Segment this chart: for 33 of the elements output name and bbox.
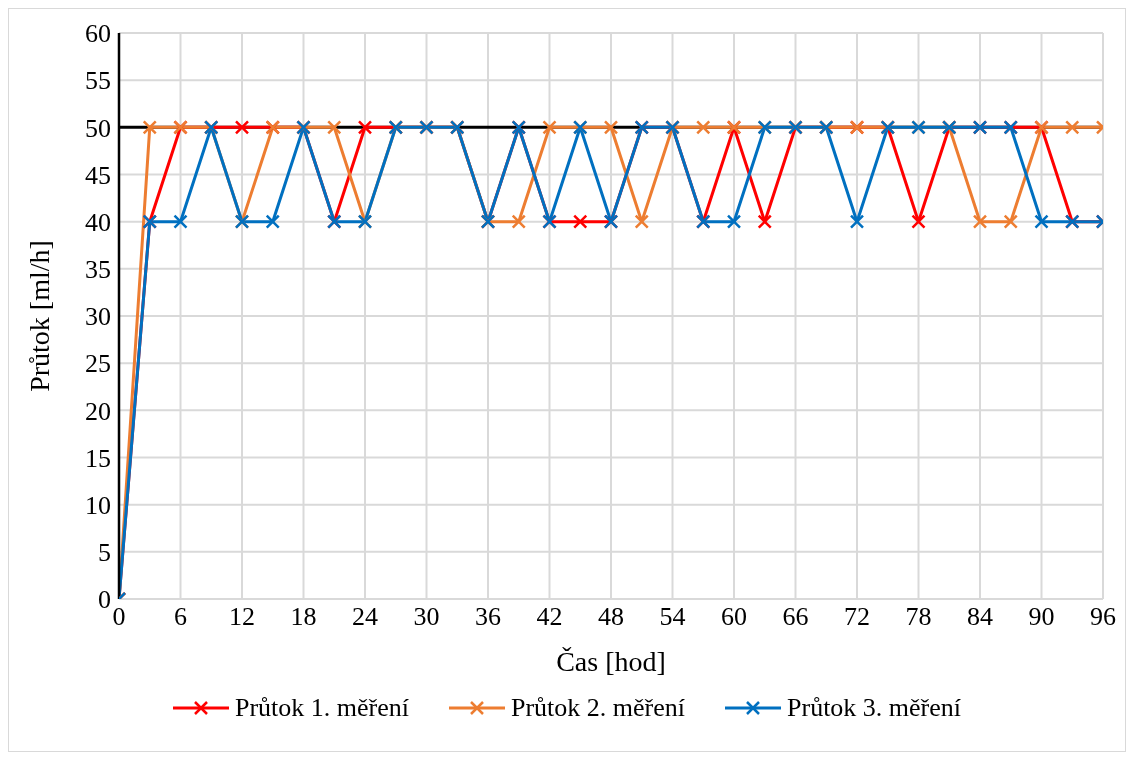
x-tick-label: 30: [413, 602, 440, 632]
y-tick-label: 10: [85, 490, 111, 520]
y-tick-label: 15: [85, 443, 111, 473]
x-tick-label: 78: [905, 602, 932, 632]
x-tick-label: 18: [290, 602, 317, 632]
y-tick-label: 5: [98, 538, 111, 568]
y-tick-label: 60: [85, 19, 111, 49]
y-tick-label: 40: [85, 207, 111, 237]
x-tick-label: 24: [352, 602, 378, 632]
x-tick-label: 90: [1028, 602, 1055, 632]
x-tick-label: 12: [229, 602, 255, 632]
legend-label: Průtok 2. měření: [510, 693, 686, 723]
y-tick-label: 50: [85, 113, 111, 143]
y-tick-label: 45: [85, 160, 111, 190]
y-tick-label: 30: [85, 302, 111, 332]
x-tick-label: 72: [844, 602, 870, 632]
x-tick-label: 84: [967, 602, 993, 632]
x-axis-title: Čas [hod]: [556, 646, 666, 677]
x-tick-label: 96: [1090, 602, 1116, 632]
y-tick-label: 35: [85, 255, 111, 285]
legend-label: Průtok 3. měření: [787, 693, 962, 723]
y-tick-label: 25: [85, 349, 111, 379]
x-tick-label: 48: [598, 602, 624, 632]
x-tick-label: 42: [536, 602, 563, 632]
x-tick-label: 6: [174, 602, 187, 632]
y-axis-title: Průtok [ml/h]: [23, 240, 55, 392]
legend-label: Průtok 1. měření: [234, 693, 409, 723]
y-tick-label: 55: [85, 66, 111, 96]
y-tick-label: 20: [85, 396, 111, 426]
x-tick-label: 60: [721, 602, 747, 632]
x-tick-label: 54: [659, 602, 686, 632]
x-tick-label: 66: [782, 602, 809, 632]
x-tick-label: 36: [475, 602, 501, 632]
